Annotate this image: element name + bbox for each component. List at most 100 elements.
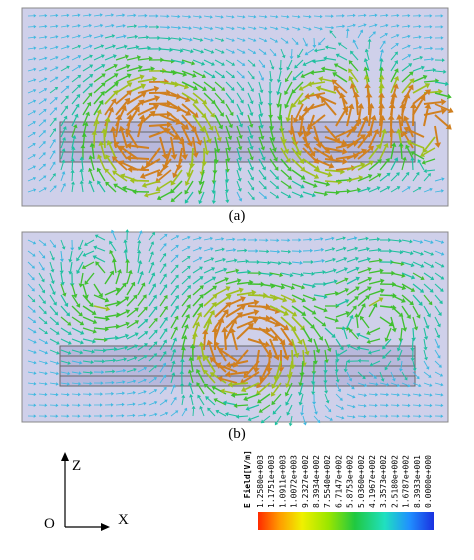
arrow-head bbox=[194, 321, 201, 327]
field-arrow bbox=[258, 305, 276, 312]
arrow-head bbox=[224, 189, 230, 194]
arrow-head bbox=[380, 278, 385, 284]
arrow-head bbox=[222, 400, 227, 406]
field-arrow bbox=[49, 67, 57, 72]
arrow-head bbox=[173, 396, 177, 401]
field-arrow bbox=[71, 382, 79, 385]
arrow-head bbox=[230, 318, 237, 325]
arrow-head bbox=[84, 280, 89, 285]
arrow-head bbox=[174, 264, 179, 269]
field-arrow bbox=[359, 347, 370, 351]
arrow-head bbox=[77, 13, 81, 17]
arrow-head bbox=[96, 167, 102, 173]
arrow-head bbox=[440, 393, 444, 397]
arrow-head bbox=[198, 190, 203, 195]
field-arrow bbox=[302, 349, 305, 363]
field-arrow bbox=[324, 415, 331, 420]
field-arrow bbox=[401, 371, 407, 379]
arrow-head bbox=[122, 23, 126, 28]
field-arrow bbox=[343, 329, 348, 340]
field-arrow bbox=[357, 148, 371, 160]
arrow-head bbox=[393, 75, 400, 82]
arrow-head bbox=[410, 250, 414, 256]
field-arrow bbox=[181, 247, 189, 252]
arrow-head bbox=[410, 102, 418, 109]
arrow-head bbox=[55, 13, 59, 18]
arrow-head bbox=[98, 140, 105, 146]
field-arrow bbox=[313, 180, 327, 185]
field-arrow bbox=[69, 261, 73, 272]
field-arrow bbox=[280, 261, 290, 264]
arrow-head bbox=[309, 237, 313, 242]
field-arrow bbox=[313, 169, 329, 176]
field-arrow bbox=[434, 114, 449, 127]
arrow-head bbox=[33, 188, 37, 192]
arrow-head bbox=[352, 13, 356, 18]
arrow-head bbox=[89, 381, 93, 386]
arrow-head bbox=[122, 380, 126, 384]
field-arrow bbox=[302, 169, 316, 178]
arrow-head bbox=[261, 64, 266, 69]
arrow-head bbox=[224, 277, 229, 282]
arrow-head bbox=[70, 169, 75, 173]
field-arrow bbox=[148, 243, 153, 252]
arrow-head bbox=[396, 403, 400, 408]
field-arrow bbox=[269, 294, 284, 301]
field-arrow bbox=[280, 169, 290, 178]
arrow-head bbox=[429, 187, 433, 192]
arrow-head bbox=[209, 309, 215, 316]
field-arrow bbox=[368, 259, 380, 263]
field-arrow bbox=[324, 248, 333, 252]
arrow-head bbox=[65, 95, 69, 100]
field-arrow bbox=[335, 110, 347, 127]
field-arrow bbox=[148, 414, 155, 417]
arrow-head bbox=[396, 357, 401, 362]
arrow-head bbox=[41, 289, 46, 294]
arrow-head bbox=[61, 148, 66, 152]
field-arrow bbox=[225, 280, 238, 285]
field-arrow bbox=[60, 87, 68, 94]
field-arrow bbox=[104, 65, 115, 72]
field-arrow bbox=[181, 317, 189, 329]
panel-b bbox=[21, 229, 449, 427]
field-arrow bbox=[434, 349, 440, 357]
arrow-head bbox=[41, 278, 45, 283]
arrow-head bbox=[152, 76, 158, 83]
field-arrow bbox=[170, 276, 178, 285]
arrow-head bbox=[67, 361, 71, 365]
arrow-head bbox=[82, 252, 87, 257]
field-arrow bbox=[159, 37, 169, 40]
field-arrow bbox=[69, 250, 73, 260]
arrow-head bbox=[101, 128, 108, 133]
field-arrow bbox=[60, 25, 68, 28]
arrow-head bbox=[182, 71, 188, 77]
field-arrow bbox=[277, 81, 282, 92]
field-arrow bbox=[181, 327, 187, 340]
arrow-head bbox=[307, 337, 313, 343]
arrow-head bbox=[341, 416, 345, 420]
field-arrow bbox=[93, 84, 104, 94]
arrow-head bbox=[310, 323, 315, 329]
field-arrow bbox=[60, 272, 64, 283]
arrow-head bbox=[32, 154, 36, 158]
field-arrow bbox=[286, 393, 293, 403]
field-arrow bbox=[434, 272, 442, 279]
arrow-head bbox=[32, 165, 36, 169]
arrow-head bbox=[424, 356, 428, 361]
arrow-head bbox=[133, 367, 137, 372]
field-arrow bbox=[287, 404, 293, 413]
field-arrow bbox=[258, 261, 268, 264]
arrow-head bbox=[132, 390, 136, 395]
arrow-head bbox=[402, 327, 408, 332]
field-arrow bbox=[434, 70, 444, 73]
field-arrow bbox=[258, 272, 270, 275]
arrow-head bbox=[276, 238, 280, 243]
arrow-head bbox=[181, 59, 186, 65]
field-arrow bbox=[126, 333, 136, 340]
arrow-head bbox=[410, 347, 415, 352]
field-arrow bbox=[390, 160, 397, 171]
arrow-head bbox=[361, 115, 369, 122]
field-arrow bbox=[197, 384, 205, 395]
field-arrow bbox=[225, 289, 240, 296]
arrow-head bbox=[430, 276, 435, 280]
